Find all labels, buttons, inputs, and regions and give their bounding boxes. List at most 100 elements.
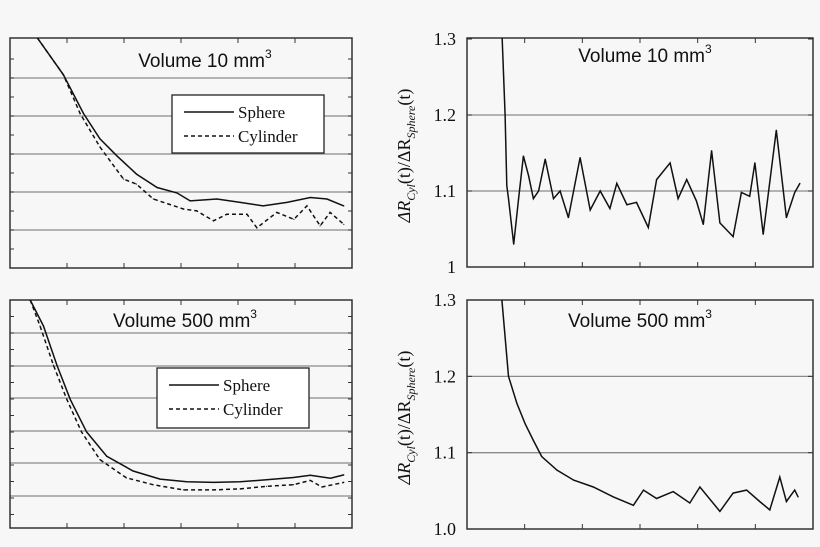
ylabel-part: ΔR (394, 201, 414, 224)
data-point (516, 402, 518, 404)
data-point (309, 474, 311, 476)
data-point (647, 226, 649, 229)
data-point (262, 205, 264, 207)
data-point (794, 489, 796, 491)
legend-label: Sphere (238, 103, 285, 122)
data-point (513, 243, 515, 245)
data-point (656, 179, 658, 181)
y-tick-label: 1.1 (434, 181, 457, 201)
data-point (559, 190, 561, 192)
data-point (599, 190, 601, 192)
series-line-sphere (36, 38, 345, 207)
data-point (579, 156, 581, 159)
data-point (785, 500, 787, 503)
data-point (749, 195, 751, 197)
ylabel-part: ΔR (394, 463, 414, 486)
plot-frame (466, 299, 814, 530)
data-point (343, 474, 345, 476)
data-point (319, 225, 321, 227)
data-point (29, 300, 31, 301)
data-point (286, 201, 288, 204)
data-point (538, 190, 540, 192)
y-tick-label: 1.2 (434, 105, 457, 125)
data-point (656, 497, 658, 500)
data-point (216, 198, 218, 200)
data-point (745, 489, 748, 491)
data-point (52, 364, 55, 366)
data-point (343, 205, 345, 207)
data-point (42, 325, 45, 327)
data-point (762, 233, 764, 235)
data-point (306, 205, 308, 207)
data-point (125, 477, 127, 479)
data-point (212, 489, 215, 491)
data-point (116, 155, 118, 157)
data-point (189, 200, 191, 202)
data-point (39, 325, 41, 327)
data-point (695, 200, 697, 202)
data-point (589, 209, 591, 211)
data-point (532, 439, 535, 442)
data-point (506, 185, 508, 187)
ylabel-part: (t)/ΔR (394, 139, 415, 185)
data-point (642, 489, 645, 491)
chart-title-text: Volume 500 mm (568, 311, 705, 332)
legend-box (156, 367, 310, 429)
data-point (689, 502, 691, 504)
ylabel-part: (t) (394, 89, 415, 106)
y-tick-label: 1 (447, 257, 456, 277)
data-point (212, 481, 215, 483)
ylabel-subscript: Sphere (404, 105, 418, 139)
data-point (326, 198, 328, 200)
data-point (276, 211, 278, 214)
data-point (186, 481, 188, 483)
data-point (343, 223, 345, 225)
data-point (759, 500, 761, 503)
data-point (36, 38, 38, 39)
data-point (794, 191, 796, 194)
data-point (152, 484, 154, 486)
y-tick-label: 1.3 (434, 290, 457, 310)
chart-title-text: Volume 10 mm (578, 46, 705, 67)
y-axis-label: ΔRCyl(t)/ΔRSphere(t) (394, 89, 418, 224)
chart-title-superscript: 3 (705, 307, 712, 321)
data-point (82, 112, 85, 115)
data-point (152, 198, 154, 200)
data-point (309, 479, 311, 482)
chart-title: Volume 500 mm3 (568, 307, 712, 332)
data-point (501, 300, 503, 301)
series-line-sphere (29, 300, 344, 484)
data-point (343, 481, 345, 483)
data-point (669, 162, 671, 164)
data-point (732, 236, 734, 238)
ylabel-subscript: Cyl (404, 183, 418, 200)
chart-panel-3: Volume 500 mm3 Sphere Cylinder (9, 299, 353, 529)
data-point (329, 477, 332, 479)
data-point (182, 489, 184, 491)
chart-title: Volume 10 mm3 (578, 42, 712, 67)
data-point (79, 112, 81, 115)
data-point (719, 222, 721, 224)
data-point (556, 469, 558, 471)
data-point (69, 398, 71, 400)
data-point (507, 375, 510, 377)
data-point (159, 478, 161, 480)
y-tick-label: 1.3 (434, 29, 457, 49)
data-point (775, 129, 777, 131)
data-point (711, 150, 713, 152)
data-point (527, 175, 530, 177)
data-point (292, 476, 295, 479)
data-point (732, 492, 734, 494)
data-point (135, 173, 138, 175)
chart-panel-2: Volume 10 mm3 1 1.1 1.2 1.3 ΔRCyl(t)/ΔRSphere… (394, 29, 814, 277)
data-point (677, 198, 679, 200)
data-point (132, 470, 134, 472)
data-point (635, 201, 638, 203)
data-point (632, 504, 635, 506)
data-point (699, 486, 701, 488)
data-point (517, 198, 520, 200)
series-line-cylinder (29, 300, 344, 491)
data-point (686, 179, 688, 181)
y-axis-label: ΔRCyl(t)/ΔRSphere(t) (394, 351, 418, 486)
